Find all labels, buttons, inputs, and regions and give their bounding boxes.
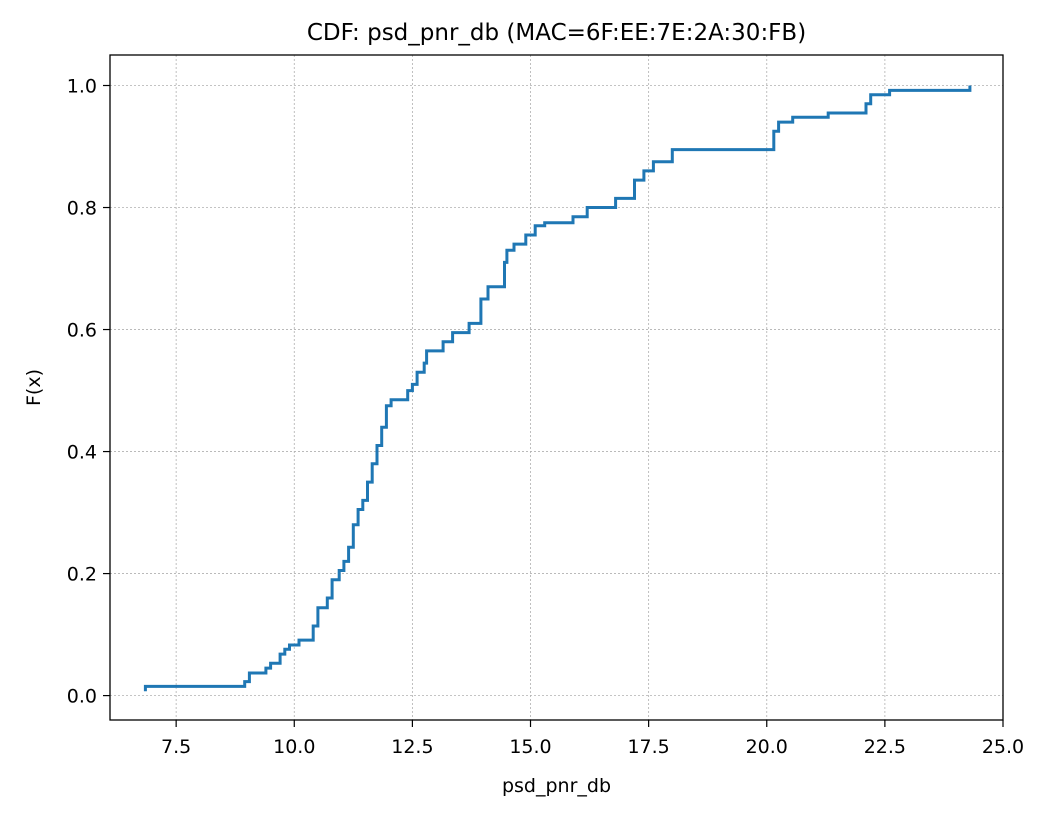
x-axis-label: psd_pnr_db [502, 775, 611, 797]
y-tick-label: 0.2 [67, 564, 97, 586]
x-tick-label: 10.0 [273, 736, 315, 758]
chart-title: CDF: psd_pnr_db (MAC=6F:EE:7E:2A:30:FB) [307, 20, 806, 46]
y-tick-label: 0.6 [67, 320, 97, 342]
y-tick-label: 1.0 [67, 76, 97, 98]
grid [110, 55, 1004, 720]
x-tick-label: 12.5 [391, 736, 433, 758]
y-tick-label: 0.4 [67, 442, 97, 464]
plot-frame [109, 54, 1004, 721]
x-tick-label: 20.0 [746, 736, 788, 758]
y-tick-label: 0.0 [67, 686, 97, 708]
x-axis-ticks: 7.5 10.0 12.5 15.0 17.5 20.0 22.5 25.0 [161, 720, 1024, 758]
x-tick-label: 7.5 [161, 736, 191, 758]
x-tick-label: 25.0 [982, 736, 1024, 758]
y-tick-label: 0.8 [67, 198, 97, 220]
y-axis-ticks: 0.0 0.2 0.4 0.6 0.8 1.0 [67, 76, 110, 708]
y-axis-label: F(x) [23, 369, 45, 406]
x-tick-label: 17.5 [627, 736, 669, 758]
x-tick-label: 22.5 [864, 736, 906, 758]
x-tick-label: 15.0 [509, 736, 551, 758]
cdf-series-line [143, 85, 972, 692]
